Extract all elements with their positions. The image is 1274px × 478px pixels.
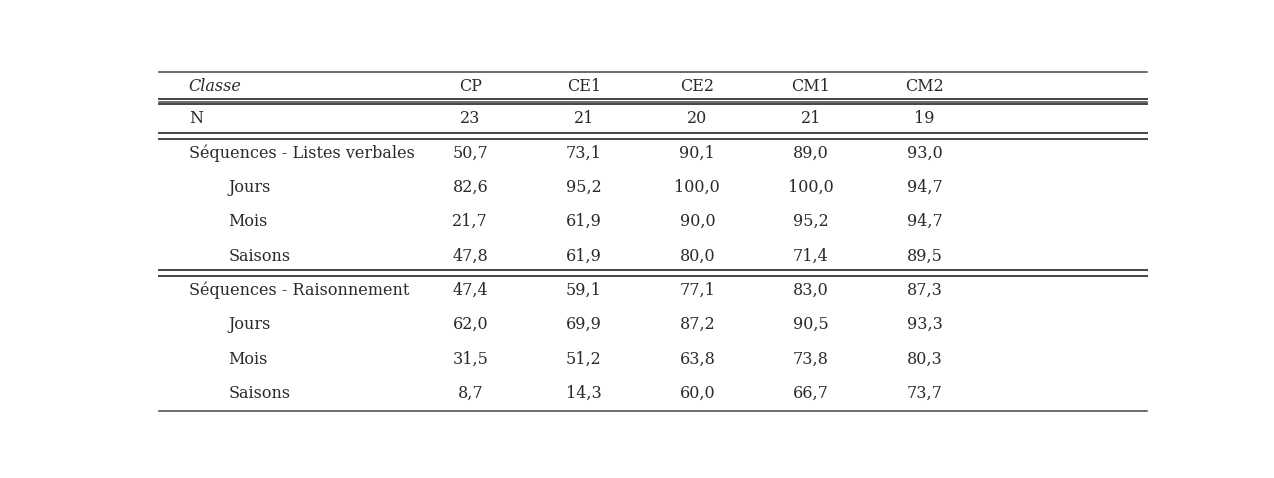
Text: 87,2: 87,2 bbox=[679, 316, 715, 333]
Text: 14,3: 14,3 bbox=[566, 385, 601, 402]
Text: 80,3: 80,3 bbox=[907, 351, 943, 368]
Text: 47,4: 47,4 bbox=[452, 282, 488, 299]
Text: CE1: CE1 bbox=[567, 78, 601, 95]
Text: CP: CP bbox=[459, 78, 482, 95]
Text: 47,8: 47,8 bbox=[452, 248, 488, 265]
Text: 73,8: 73,8 bbox=[792, 351, 829, 368]
Text: 90,0: 90,0 bbox=[679, 213, 715, 230]
Text: 21: 21 bbox=[573, 110, 594, 127]
Text: CM2: CM2 bbox=[905, 78, 944, 95]
Text: 19: 19 bbox=[915, 110, 935, 127]
Text: 21: 21 bbox=[801, 110, 820, 127]
Text: 90,1: 90,1 bbox=[679, 144, 715, 162]
Text: 83,0: 83,0 bbox=[792, 282, 829, 299]
Text: 94,7: 94,7 bbox=[907, 179, 943, 196]
Text: 59,1: 59,1 bbox=[566, 282, 601, 299]
Text: Séquences - Raisonnement: Séquences - Raisonnement bbox=[189, 282, 409, 299]
Text: Mois: Mois bbox=[228, 213, 268, 230]
Text: Classe: Classe bbox=[189, 78, 242, 95]
Text: 51,2: 51,2 bbox=[566, 351, 601, 368]
Text: 23: 23 bbox=[460, 110, 480, 127]
Text: CE2: CE2 bbox=[680, 78, 715, 95]
Text: 87,3: 87,3 bbox=[907, 282, 943, 299]
Text: 60,0: 60,0 bbox=[679, 385, 715, 402]
Text: 20: 20 bbox=[687, 110, 707, 127]
Text: 89,0: 89,0 bbox=[792, 144, 829, 162]
Text: 50,7: 50,7 bbox=[452, 144, 488, 162]
Text: Jours: Jours bbox=[228, 316, 271, 333]
Text: 71,4: 71,4 bbox=[792, 248, 829, 265]
Text: 66,7: 66,7 bbox=[792, 385, 829, 402]
Text: Jours: Jours bbox=[228, 179, 271, 196]
Text: 69,9: 69,9 bbox=[566, 316, 601, 333]
Text: 73,7: 73,7 bbox=[907, 385, 943, 402]
Text: 8,7: 8,7 bbox=[457, 385, 483, 402]
Text: Saisons: Saisons bbox=[228, 248, 290, 265]
Text: 95,2: 95,2 bbox=[792, 213, 829, 230]
Text: 31,5: 31,5 bbox=[452, 351, 488, 368]
Text: N: N bbox=[189, 110, 203, 127]
Text: Mois: Mois bbox=[228, 351, 268, 368]
Text: 61,9: 61,9 bbox=[566, 213, 601, 230]
Text: 89,5: 89,5 bbox=[907, 248, 943, 265]
Text: CM1: CM1 bbox=[791, 78, 831, 95]
Text: 100,0: 100,0 bbox=[674, 179, 720, 196]
Text: 94,7: 94,7 bbox=[907, 213, 943, 230]
Text: 61,9: 61,9 bbox=[566, 248, 601, 265]
Text: 90,5: 90,5 bbox=[792, 316, 829, 333]
Text: Saisons: Saisons bbox=[228, 385, 290, 402]
Text: Séquences - Listes verbales: Séquences - Listes verbales bbox=[189, 144, 415, 162]
Text: 82,6: 82,6 bbox=[452, 179, 488, 196]
Text: 62,0: 62,0 bbox=[452, 316, 488, 333]
Text: 93,0: 93,0 bbox=[907, 144, 943, 162]
Text: 80,0: 80,0 bbox=[679, 248, 715, 265]
Text: 77,1: 77,1 bbox=[679, 282, 715, 299]
Text: 21,7: 21,7 bbox=[452, 213, 488, 230]
Text: 63,8: 63,8 bbox=[679, 351, 715, 368]
Text: 93,3: 93,3 bbox=[907, 316, 943, 333]
Text: 73,1: 73,1 bbox=[566, 144, 601, 162]
Text: 100,0: 100,0 bbox=[789, 179, 833, 196]
Text: 95,2: 95,2 bbox=[566, 179, 601, 196]
